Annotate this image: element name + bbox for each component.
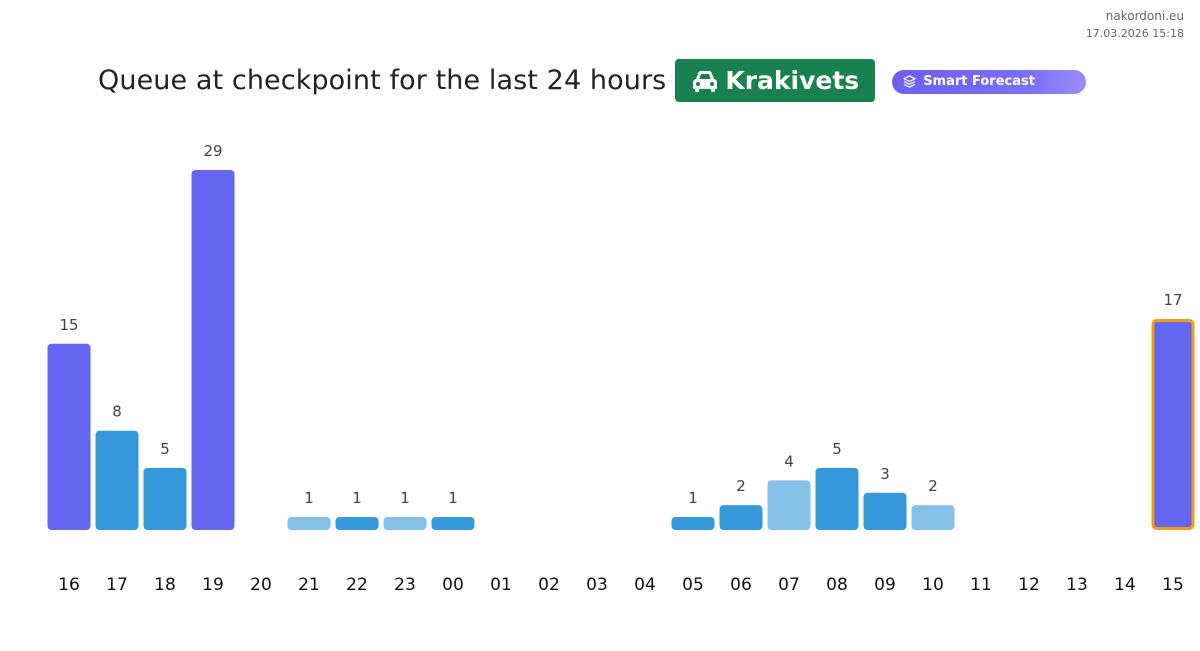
x-tick-label: 01 bbox=[490, 575, 512, 595]
x-tick-label: 07 bbox=[778, 575, 800, 595]
bar[interactable] bbox=[47, 343, 91, 530]
x-tick-label: 19 bbox=[202, 575, 224, 595]
x-tick-label: 23 bbox=[394, 575, 416, 595]
layers-icon bbox=[903, 75, 916, 88]
source-timestamp: 17.03.2026 15:18 bbox=[1085, 27, 1184, 40]
x-tick-label: 05 bbox=[682, 575, 704, 595]
bar[interactable] bbox=[287, 517, 331, 530]
x-tick-label: 22 bbox=[346, 575, 368, 595]
bar[interactable] bbox=[767, 480, 811, 530]
checkpoint-name: Krakivets bbox=[725, 66, 860, 95]
source-site: nakordoni.eu bbox=[1105, 9, 1184, 23]
bar-value-label: 2 bbox=[928, 477, 938, 495]
x-tick-label: 13 bbox=[1066, 575, 1088, 595]
bar[interactable] bbox=[671, 517, 715, 530]
bar-value-label: 8 bbox=[112, 403, 122, 421]
x-tick-label: 16 bbox=[58, 575, 80, 595]
bar[interactable] bbox=[191, 170, 235, 530]
x-tick-label: 06 bbox=[730, 575, 752, 595]
bar-current-hour[interactable] bbox=[1151, 318, 1195, 530]
header: Queue at checkpoint for the last 24 hour… bbox=[98, 59, 1087, 102]
x-tick-label: 10 bbox=[922, 575, 944, 595]
x-tick-label: 09 bbox=[874, 575, 896, 595]
x-tick-label: 15 bbox=[1162, 575, 1184, 595]
bar[interactable] bbox=[863, 492, 907, 530]
bar-value-label: 1 bbox=[400, 489, 410, 507]
x-tick-label: 21 bbox=[298, 575, 320, 595]
bar-value-label: 29 bbox=[203, 142, 222, 160]
bar-value-label: 1 bbox=[448, 489, 458, 507]
bar-value-label: 3 bbox=[880, 465, 890, 483]
bar-value-label: 15 bbox=[59, 316, 78, 334]
car-icon bbox=[693, 70, 718, 92]
smart-forecast-label: Smart Forecast bbox=[923, 74, 1035, 89]
bar-value-label: 1 bbox=[688, 489, 698, 507]
source-info: nakordoni.eu 17.03.2026 15:18 bbox=[1086, 8, 1184, 42]
bar-value-label: 1 bbox=[304, 489, 314, 507]
x-tick-label: 02 bbox=[538, 575, 560, 595]
bar[interactable] bbox=[911, 505, 955, 530]
x-tick-label: 20 bbox=[250, 575, 272, 595]
bar[interactable] bbox=[431, 517, 475, 530]
bar-value-label: 17 bbox=[1163, 291, 1182, 309]
x-tick-label: 18 bbox=[154, 575, 176, 595]
x-tick-label: 04 bbox=[634, 575, 656, 595]
x-tick-label: 11 bbox=[970, 575, 992, 595]
x-tick-label: 03 bbox=[586, 575, 608, 595]
x-tick-label: 17 bbox=[106, 575, 128, 595]
checkpoint-badge[interactable]: Krakivets bbox=[675, 59, 876, 102]
bar[interactable] bbox=[815, 467, 859, 530]
bar-value-label: 1 bbox=[352, 489, 362, 507]
bar-value-label: 5 bbox=[160, 440, 170, 458]
smart-forecast-badge[interactable]: Smart Forecast bbox=[892, 69, 1087, 94]
bar[interactable] bbox=[95, 430, 139, 530]
bar-value-label: 5 bbox=[832, 440, 842, 458]
x-tick-label: 00 bbox=[442, 575, 464, 595]
bar-value-label: 2 bbox=[736, 477, 746, 495]
x-tick-label: 14 bbox=[1114, 575, 1136, 595]
bar[interactable] bbox=[719, 505, 763, 530]
bar-value-label: 4 bbox=[784, 452, 794, 470]
x-tick-label: 12 bbox=[1018, 575, 1040, 595]
bar[interactable] bbox=[335, 517, 379, 530]
chart-title: Queue at checkpoint for the last 24 hour… bbox=[98, 65, 667, 96]
bar[interactable] bbox=[383, 517, 427, 530]
x-tick-label: 08 bbox=[826, 575, 848, 595]
bar[interactable] bbox=[143, 467, 187, 530]
